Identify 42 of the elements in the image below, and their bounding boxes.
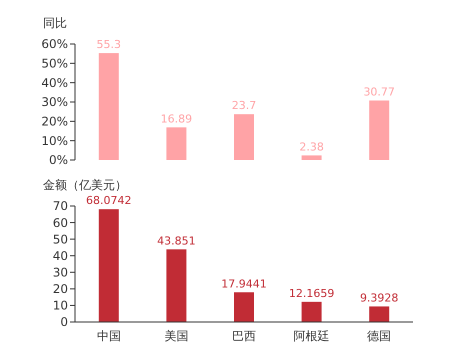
y-tick-label: 60% [41,37,68,52]
bar [302,302,322,322]
bar [302,155,322,160]
y-tick-label: 20 [52,282,68,296]
y-tick-label: 0% [48,153,68,168]
bar [98,209,119,322]
y-tick-label: 20% [41,114,68,129]
y-axis-title: 同比 [43,16,67,30]
y-tick-label: 10% [41,134,68,148]
data-label: 17.9441 [221,277,267,290]
y-tick-label: 30 [52,265,68,280]
data-label: 68.0742 [86,194,132,208]
data-label: 43.851 [157,234,196,248]
y-tick-label: 10 [52,298,68,313]
data-label: 12.1659 [288,286,334,300]
x-tick-label: 阿根廷 [294,329,330,343]
data-label: 55.3 [96,38,122,52]
data-label: 2.38 [299,140,324,154]
bar [166,127,186,160]
bar [98,53,119,160]
data-label: 30.77 [363,86,395,99]
y-axis-title: 金额（亿美元） [43,178,127,192]
data-label: 16.89 [160,112,192,126]
y-tick-label: 40% [41,76,68,90]
bar [234,292,254,322]
y-tick-label: 0 [60,315,68,330]
y-tick-label: 70 [52,199,68,214]
y-tick-label: 30% [41,95,68,110]
y-tick-label: 50% [41,56,68,71]
data-label: 9.3928 [360,291,398,304]
bar [234,114,254,160]
data-label: 23.7 [232,99,256,112]
y-tick-label: 60 [52,216,68,230]
x-tick-label: 德国 [367,329,392,343]
x-tick-label: 中国 [96,329,121,343]
bar [166,249,186,322]
y-tick-label: 40 [52,248,68,263]
x-tick-label: 美国 [164,329,188,343]
x-tick-label: 巴西 [232,329,256,343]
y-tick-label: 50 [52,232,68,246]
bar [369,100,390,160]
bar [369,306,390,322]
